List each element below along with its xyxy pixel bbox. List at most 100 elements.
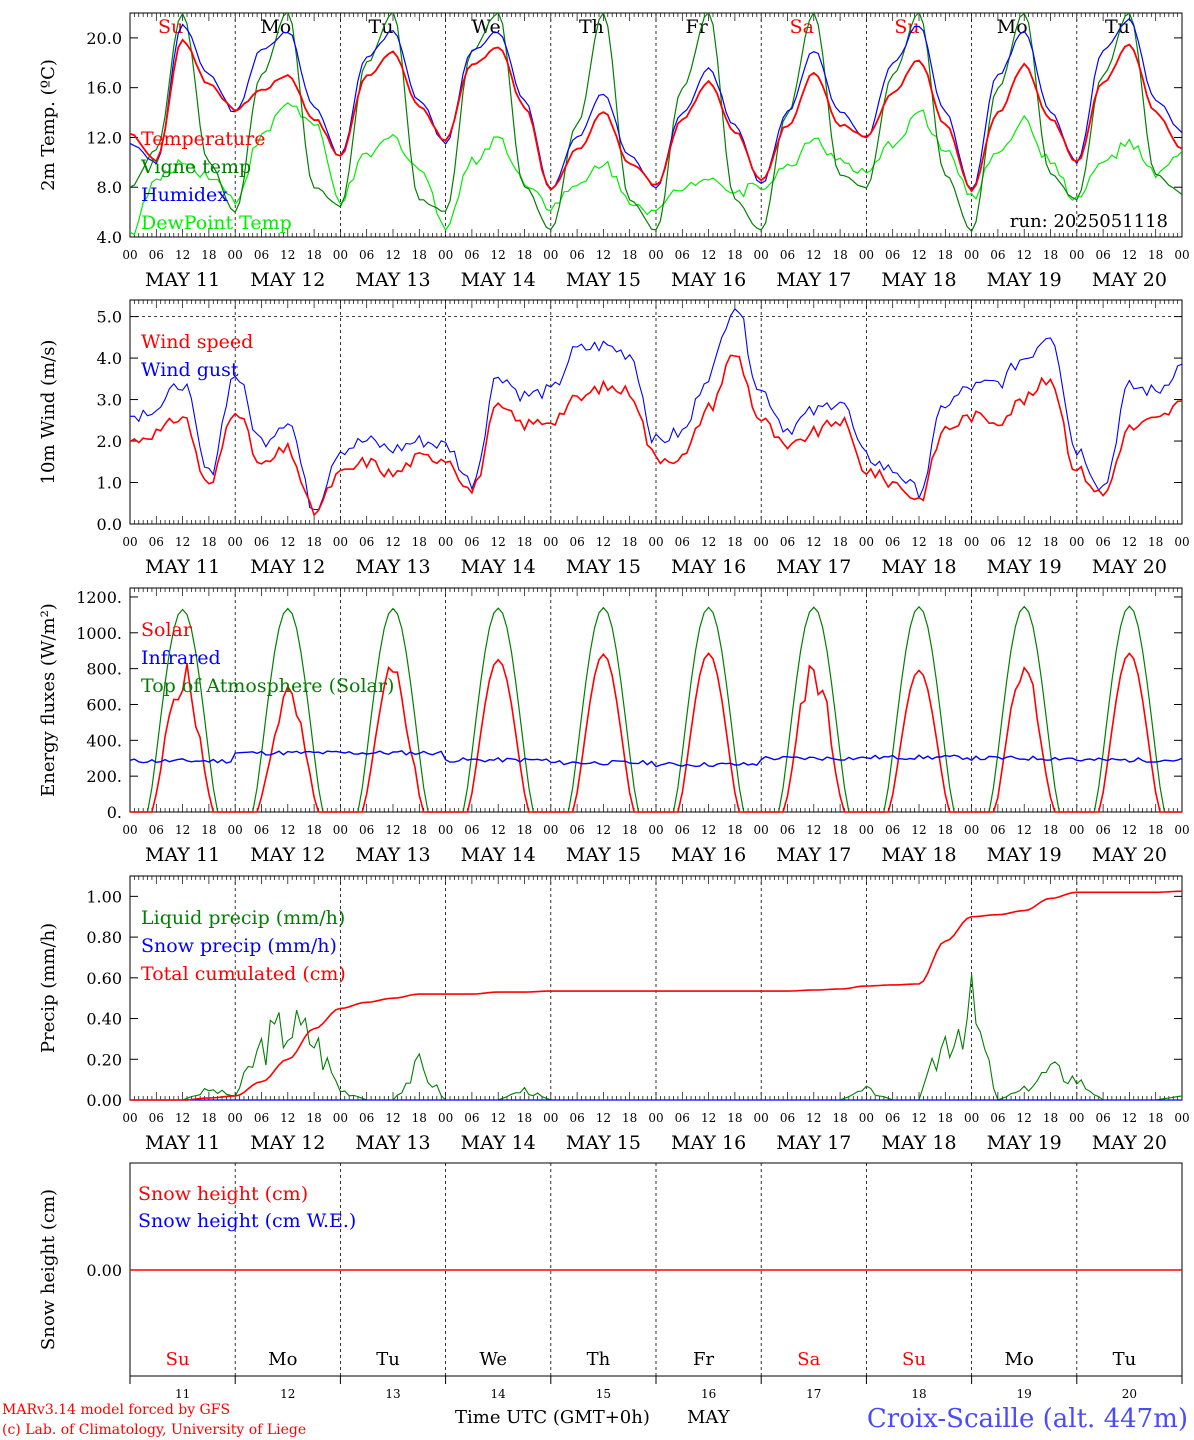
hour-tick-label: 00 [964, 535, 979, 549]
date-label: MAY 20 [1092, 556, 1167, 578]
series-line-wind-speed [129, 354, 1183, 517]
day-number: 13 [385, 1387, 400, 1401]
hour-tick-label: 18 [622, 1111, 637, 1125]
y-axis-label: 10m Wind (m/s) [38, 340, 59, 485]
date-label: MAY 15 [566, 556, 641, 578]
date-label: MAY 19 [987, 269, 1062, 291]
series-line-wind-gust [129, 307, 1183, 511]
day-number: 18 [911, 1387, 926, 1401]
hour-tick-label: 18 [938, 535, 953, 549]
date-label: MAY 20 [1092, 269, 1167, 291]
date-label: MAY 13 [355, 1132, 430, 1154]
legend-entry: Humidex [141, 184, 228, 206]
hour-tick-label: 12 [175, 1111, 190, 1125]
hour-tick-label: 00 [228, 823, 243, 837]
hour-tick-label: 00 [333, 248, 348, 262]
hour-tick-label: 18 [622, 535, 637, 549]
date-label: MAY 12 [250, 1132, 325, 1154]
y-tick-label: 400. [86, 731, 122, 750]
hour-tick-label: 18 [517, 1111, 532, 1125]
date-label: MAY 17 [776, 1132, 851, 1154]
hour-tick-label: 18 [517, 823, 532, 837]
hour-tick-label: 06 [359, 535, 374, 549]
legend-entry: Total cumulated (cm) [141, 963, 346, 985]
x-axis-label: Time UTC (GMT+0h) [455, 1407, 650, 1428]
day-name: Fr [685, 16, 708, 38]
date-label: MAY 16 [671, 1132, 746, 1154]
y-tick-label: 4.0 [97, 228, 122, 247]
day-name: We [472, 16, 501, 38]
date-label: MAY 14 [461, 269, 536, 291]
hour-tick-label: 12 [385, 1111, 400, 1125]
credit-line: (c) Lab. of Climatology, University of L… [2, 1422, 306, 1438]
series-line-temperature [130, 38, 1182, 193]
hour-tick-label: 00 [122, 535, 137, 549]
hour-tick-label: 18 [1148, 1111, 1163, 1125]
y-tick-label: 0.80 [86, 928, 122, 947]
date-label: MAY 11 [145, 1132, 220, 1154]
date-label: MAY 14 [461, 1132, 536, 1154]
hour-tick-label: 00 [228, 535, 243, 549]
hour-tick-label: 06 [780, 823, 795, 837]
hour-tick-label: 00 [1069, 823, 1084, 837]
series-group [130, 13, 1182, 236]
day-name: Sa [790, 16, 814, 38]
day-name: We [479, 1349, 507, 1370]
hour-tick-label: 06 [569, 823, 584, 837]
series-line-humidex [130, 17, 1182, 191]
day-name: Su [166, 1349, 190, 1370]
hour-tick-label: 06 [780, 248, 795, 262]
hour-tick-label: 12 [1122, 823, 1137, 837]
hour-tick-label: 12 [491, 535, 506, 549]
date-label: MAY 19 [987, 556, 1062, 578]
hour-tick-label: 06 [149, 823, 164, 837]
hour-tick-label: 12 [911, 535, 926, 549]
hour-tick-label: 12 [701, 823, 716, 837]
hour-tick-label: 18 [306, 248, 321, 262]
day-name: Th [579, 16, 604, 38]
hour-tick-label: 12 [911, 823, 926, 837]
hour-tick-label: 18 [201, 823, 216, 837]
legend-entry: Solar [141, 619, 193, 641]
hour-tick-label: 00 [648, 535, 663, 549]
hour-tick-label: 06 [675, 535, 690, 549]
hour-tick-label: 18 [412, 823, 427, 837]
run-label: run: 2025051118 [1010, 211, 1168, 232]
hour-tick-label: 06 [464, 1111, 479, 1125]
hour-tick-label: 12 [175, 248, 190, 262]
day-name: Tu [1113, 1349, 1137, 1370]
hour-tick-label: 06 [254, 535, 269, 549]
hour-tick-label: 06 [885, 1111, 900, 1125]
hour-tick-label: 00 [648, 1111, 663, 1125]
hour-tick-label: 12 [596, 535, 611, 549]
hour-tick-label: 12 [491, 1111, 506, 1125]
hour-tick-label: 00 [1069, 1111, 1084, 1125]
hour-tick-label: 18 [412, 535, 427, 549]
hour-tick-label: 00 [228, 1111, 243, 1125]
hour-tick-label: 00 [859, 535, 874, 549]
hour-tick-label: 18 [727, 248, 742, 262]
date-label: MAY 18 [881, 269, 956, 291]
hour-tick-label: 00 [438, 1111, 453, 1125]
date-label: MAY 18 [881, 556, 956, 578]
hour-tick-label: 00 [859, 823, 874, 837]
hour-tick-label: 18 [938, 823, 953, 837]
date-label: MAY 18 [881, 1132, 956, 1154]
hour-tick-label: 00 [859, 1111, 874, 1125]
hour-tick-label: 12 [596, 248, 611, 262]
hour-tick-label: 06 [675, 823, 690, 837]
legend-entry: Vigne temp [140, 156, 251, 178]
hour-tick-label: 06 [359, 248, 374, 262]
hour-tick-label: 18 [201, 248, 216, 262]
day-number: 16 [701, 1387, 716, 1401]
hour-tick-label: 18 [1043, 1111, 1058, 1125]
hour-tick-label: 00 [1174, 535, 1189, 549]
legend-entry: Snow precip (mm/h) [141, 935, 337, 957]
day-name: Th [587, 1349, 611, 1370]
legend-entry: Temperature [141, 128, 265, 150]
hour-tick-label: 00 [333, 1111, 348, 1125]
hour-tick-label: 12 [1017, 823, 1032, 837]
series-line-total-cumulated [130, 890, 1182, 1101]
day-name: Mo [1005, 1349, 1034, 1370]
